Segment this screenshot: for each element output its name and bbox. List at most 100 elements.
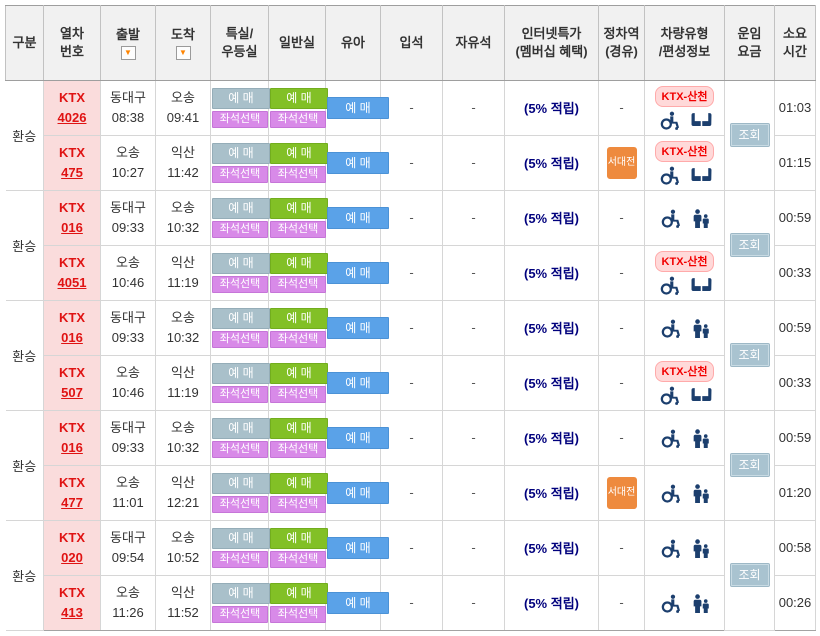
infant-reserve-button[interactable]: 예 매	[327, 591, 389, 614]
first-class-reserve-button[interactable]: 예 매	[212, 582, 270, 604]
train-type-label: KTX	[59, 89, 85, 105]
departure-time: 10:46	[111, 274, 145, 290]
train-results-table: 구분 열차 번호 출발 ▼ 도착 ▼ 특실/ 우등실 일반실 유아 입석 자유석…	[5, 5, 816, 631]
first-class-reserve-button[interactable]: 예 매	[212, 417, 270, 439]
depart-sort-dropdown-icon[interactable]: ▼	[120, 46, 136, 61]
first-class-reserve-button[interactable]: 예 매	[212, 362, 270, 384]
internet-deal-value: (5% 적립)	[524, 101, 579, 117]
standard-reserve-button[interactable]: 예 매	[270, 417, 328, 439]
transfer-type-cell: 환승	[5, 79, 44, 191]
infant-reserve-button[interactable]: 예 매	[327, 261, 389, 284]
train-number-link[interactable]: 016	[61, 329, 83, 345]
ktx-sancheon-badge[interactable]: KTX-산천	[654, 140, 715, 162]
standard-reserve-button[interactable]: 예 매	[270, 362, 328, 384]
arrival-time: 12:21	[166, 494, 200, 510]
duration-cell: 00:26	[774, 574, 816, 631]
first-class-reserve-button[interactable]: 예 매	[212, 472, 270, 494]
standard-seat-select-button[interactable]: 좌석선택	[270, 275, 326, 293]
standard-seat-select-button[interactable]: 좌석선택	[270, 165, 326, 183]
standard-seat-select-button[interactable]: 좌석선택	[270, 440, 326, 458]
standard-reserve-button[interactable]: 예 매	[270, 582, 328, 604]
first-class-seat-select-button[interactable]: 좌석선택	[212, 220, 268, 238]
first-class-seat-select-button[interactable]: 좌석선택	[212, 440, 268, 458]
infant-reserve-button[interactable]: 예 매	[327, 96, 389, 119]
first-class-reserve-button[interactable]: 예 매	[212, 252, 270, 274]
first-class-seat-select-button[interactable]: 좌석선택	[212, 550, 268, 568]
fare-lookup-button[interactable]: 조회	[729, 233, 770, 258]
ktx-sancheon-badge[interactable]: KTX-산천	[654, 360, 715, 382]
first-class-reserve-button[interactable]: 예 매	[212, 527, 270, 549]
infant-reserve-button[interactable]: 예 매	[327, 206, 389, 229]
standard-seat-select-button[interactable]: 좌석선택	[270, 220, 326, 238]
arrival-time: 10:32	[166, 219, 200, 235]
arrival-station: 익산	[171, 474, 195, 490]
train-number-link[interactable]: 016	[61, 439, 83, 455]
fare-lookup-button[interactable]: 조회	[729, 453, 770, 478]
standard-seat-select-button[interactable]: 좌석선택	[270, 110, 326, 128]
infant-reserve-button[interactable]: 예 매	[327, 481, 389, 504]
infant-cell: 예 매	[325, 464, 389, 521]
train-number-link[interactable]: 475	[61, 164, 83, 180]
train-number-link[interactable]: 020	[61, 549, 83, 565]
duration-cell: 01:15	[774, 134, 816, 191]
first-class-seat-select-button[interactable]: 좌석선택	[212, 275, 268, 293]
free-seat-cell: -	[442, 409, 505, 466]
transfer-type-cell: 환승	[5, 519, 44, 631]
first-class-cell: 예 매 좌석선택	[210, 134, 270, 191]
first-class-seat-select-button[interactable]: 좌석선택	[212, 165, 268, 183]
standard-reserve-button[interactable]: 예 매	[270, 472, 328, 494]
fare-lookup-button[interactable]: 조회	[729, 563, 770, 588]
standard-seat-select-button[interactable]: 좌석선택	[270, 385, 326, 403]
departure-station: 동대구	[110, 309, 146, 325]
standard-reserve-button[interactable]: 예 매	[270, 252, 328, 274]
infant-reserve-button[interactable]: 예 매	[327, 371, 389, 394]
arrival-cell: 익산 12:21	[155, 464, 211, 521]
train-number-link[interactable]: 477	[61, 494, 83, 510]
first-class-seat-select-button[interactable]: 좌석선택	[212, 605, 268, 623]
train-number-link[interactable]: 4051	[57, 274, 87, 290]
first-class-cell: 예 매 좌석선택	[210, 519, 270, 576]
ktx-sancheon-badge[interactable]: KTX-산천	[654, 85, 715, 107]
standard-reserve-button[interactable]: 예 매	[270, 197, 328, 219]
departure-cell: 오송 11:01	[100, 464, 156, 521]
first-class-reserve-button[interactable]: 예 매	[212, 307, 270, 329]
standard-seat-select-button[interactable]: 좌석선택	[270, 550, 326, 568]
standard-reserve-button[interactable]: 예 매	[270, 142, 328, 164]
first-class-seat-select-button[interactable]: 좌석선택	[212, 495, 268, 513]
train-type-label: KTX	[59, 474, 85, 490]
standard-class-cell: 예 매 좌석선택	[268, 519, 328, 576]
stops-cell: -	[598, 574, 645, 631]
standard-seat-select-button[interactable]: 좌석선택	[270, 495, 326, 513]
train-number-link[interactable]: 4026	[57, 109, 87, 125]
train-number-link[interactable]: 016	[61, 219, 83, 235]
infant-cell: 예 매	[325, 574, 389, 631]
train-number-link[interactable]: 413	[61, 604, 83, 620]
family-icon	[693, 594, 709, 614]
fare-lookup-button[interactable]: 조회	[729, 343, 770, 368]
infant-reserve-button[interactable]: 예 매	[327, 151, 389, 174]
standard-seat-select-button[interactable]: 좌석선택	[270, 330, 326, 348]
standard-reserve-button[interactable]: 예 매	[270, 307, 328, 329]
train-number-link[interactable]: 507	[61, 384, 83, 400]
standing-cell: -	[380, 79, 443, 136]
infant-reserve-button[interactable]: 예 매	[327, 316, 389, 339]
standard-seat-select-button[interactable]: 좌석선택	[270, 605, 326, 623]
arrival-cell: 익산 11:19	[155, 244, 211, 301]
departure-station: 오송	[116, 474, 140, 490]
first-class-seat-select-button[interactable]: 좌석선택	[212, 330, 268, 348]
first-class-reserve-button[interactable]: 예 매	[212, 197, 270, 219]
first-class-cell: 예 매 좌석선택	[210, 299, 270, 356]
first-class-reserve-button[interactable]: 예 매	[212, 87, 270, 109]
infant-reserve-button[interactable]: 예 매	[327, 536, 389, 559]
fare-lookup-button[interactable]: 조회	[729, 123, 770, 148]
first-class-reserve-button[interactable]: 예 매	[212, 142, 270, 164]
arrive-sort-dropdown-icon[interactable]: ▼	[175, 46, 191, 61]
first-class-seat-select-button[interactable]: 좌석선택	[212, 110, 268, 128]
infant-reserve-button[interactable]: 예 매	[327, 426, 389, 449]
standard-reserve-button[interactable]: 예 매	[270, 527, 328, 549]
internet-deal-cell: (5% 적립)	[504, 79, 599, 136]
ktx-sancheon-badge[interactable]: KTX-산천	[654, 250, 715, 272]
standard-reserve-button[interactable]: 예 매	[270, 87, 328, 109]
first-class-seat-select-button[interactable]: 좌석선택	[212, 385, 268, 403]
arrival-station: 익산	[171, 584, 195, 600]
